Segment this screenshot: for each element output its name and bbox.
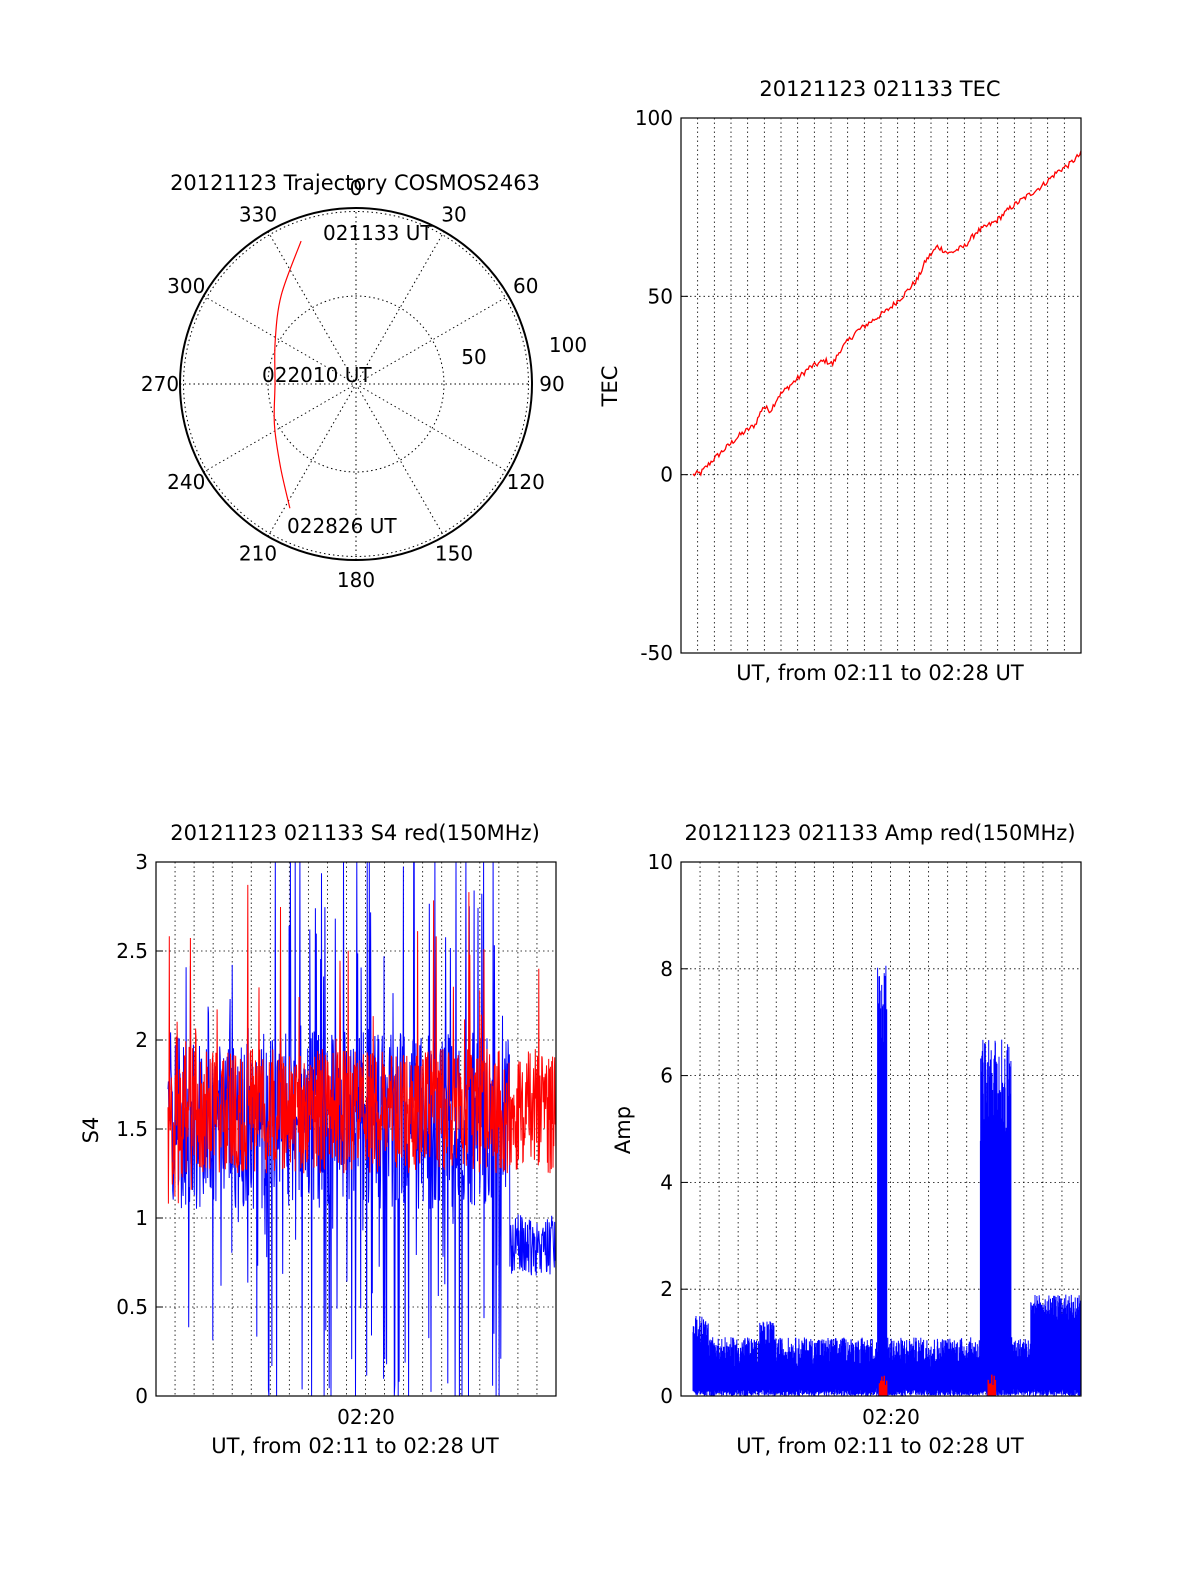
polar-radius-tick-50: 50	[461, 345, 486, 369]
amp-y-tick-label: 4	[660, 1170, 673, 1194]
amp-series-blue	[693, 966, 1081, 1396]
s4-y-tick-label: 2.5	[116, 939, 148, 963]
polar-angle-tick: 150	[435, 542, 473, 566]
tec-series-line	[693, 151, 1081, 476]
s4-y-tick-label: 0.5	[116, 1295, 148, 1319]
polar-annotation-mid: 022010 UT	[262, 363, 372, 387]
amp-x-label: UT, from 02:11 to 02:28 UT	[736, 1434, 1024, 1458]
polar-angle-tick: 180	[337, 568, 375, 592]
amp-y-tick-label: 6	[660, 1064, 673, 1088]
tec-y-tick-label: 0	[660, 463, 673, 487]
tec-y-ticks: -50 0 50 100	[635, 106, 688, 665]
s4-y-tick-label: 2	[135, 1028, 148, 1052]
s4-y-tick-label: 1.5	[116, 1117, 148, 1141]
tec-title: 20121123 021133 TEC	[759, 77, 1000, 101]
s4-x-label: UT, from 02:11 to 02:28 UT	[211, 1434, 499, 1458]
amp-x-tick-0220: 02:20	[862, 1405, 920, 1429]
s4-x-tick-0220: 02:20	[337, 1405, 395, 1429]
tec-panel: 20121123 021133 TEC -50 0 50 100 TEC UT, fr…	[598, 77, 1081, 685]
tec-y-tick-label: -50	[640, 641, 673, 665]
tec-y-tick-label: 50	[648, 284, 673, 308]
s4-y-tick-label: 0	[135, 1384, 148, 1408]
polar-angle-tick: 120	[507, 470, 545, 494]
polar-angle-tick: 270	[141, 372, 179, 396]
polar-angle-tick: 300	[167, 274, 205, 298]
polar-panel: 20121123 Trajectory COSMOS2463 030609012…	[141, 171, 587, 592]
s4-y-label: S4	[79, 1117, 103, 1144]
tec-y-tick-label: 100	[635, 106, 673, 130]
polar-angle-tick: 0	[350, 176, 363, 200]
polar-radius-tick-100: 100	[549, 333, 587, 357]
polar-angle-tick: 90	[539, 372, 564, 396]
polar-angle-tick: 330	[239, 202, 277, 226]
amp-y-tick-label: 8	[660, 957, 673, 981]
polar-angle-tick: 210	[239, 542, 277, 566]
polar-angle-tick: 240	[167, 470, 205, 494]
polar-angle-tick: 60	[513, 274, 538, 298]
s4-panel: 20121123 021133 S4 red(150MHz) 0 0.5 1 1.5 2…	[79, 821, 556, 1458]
tec-x-label: UT, from 02:11 to 02:28 UT	[736, 661, 1024, 685]
tec-y-label: TEC	[598, 366, 622, 408]
s4-y-tick-label: 3	[135, 850, 148, 874]
amp-y-tick-label: 2	[660, 1277, 673, 1301]
amp-y-ticks: 0 2 4 6 8 10	[648, 850, 688, 1408]
s4-title: 20121123 021133 S4 red(150MHz)	[170, 821, 540, 845]
polar-annotation-start: 021133 UT	[323, 221, 433, 245]
amp-panel: 20121123 021133 Amp red(150MHz) 0246810 …	[611, 821, 1081, 1458]
amp-title: 20121123 021133 Amp red(150MHz)	[684, 821, 1075, 845]
polar-annotation-end: 022826 UT	[287, 514, 397, 538]
s4-y-tick-label: 1	[135, 1206, 148, 1230]
amp-y-tick-label: 0	[660, 1384, 673, 1408]
amp-y-tick-label: 10	[648, 850, 673, 874]
amp-y-label: Amp	[611, 1106, 635, 1154]
polar-angle-tick: 30	[441, 202, 466, 226]
